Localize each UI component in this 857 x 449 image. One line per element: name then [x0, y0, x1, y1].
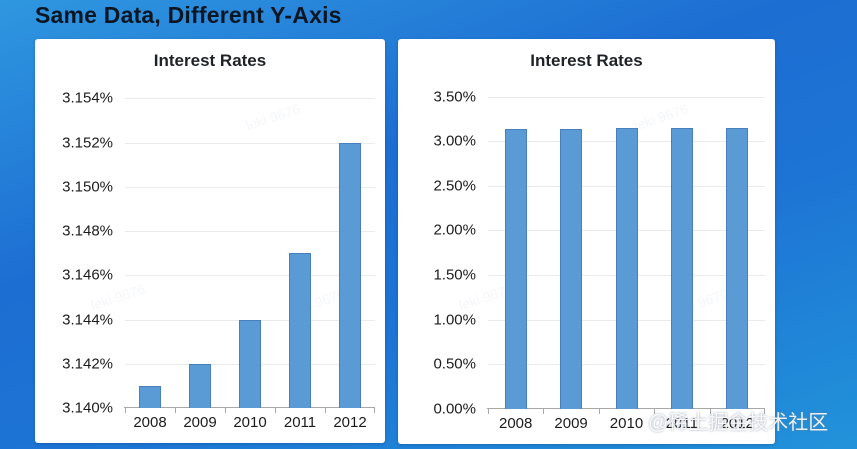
x-axis-tick [175, 408, 176, 413]
x-axis-tick [654, 409, 656, 414]
bar-2010 [615, 128, 638, 409]
gridline [125, 98, 375, 100]
chart-title: Interest Rates [530, 51, 643, 70]
y-tick-label: 3.50% [433, 88, 476, 106]
y-tick-label: 0.00% [433, 400, 476, 418]
x-axis-tick [709, 409, 711, 414]
x-axis-tick [598, 409, 600, 414]
y-tick-label: 3.00% [433, 132, 476, 150]
bar-2008 [504, 128, 527, 409]
x-axis-tick [488, 409, 489, 414]
gridline [125, 142, 375, 144]
y-tick-label: 3.150% [62, 178, 113, 196]
x-tick-label: 2010 [233, 414, 267, 431]
left-chart-panel: Interest Rates leki 9676 leki 9676 leki … [35, 39, 385, 443]
y-tick-label: 3.142% [62, 355, 113, 373]
x-axis-tick [764, 409, 765, 414]
bar-2011 [289, 253, 311, 408]
gridline [488, 96, 765, 98]
x-axis-tick [125, 408, 126, 413]
y-axis-labels: 3.140% 3.142% 3.144% 3.146% 3.148% 3.150% 3.15… [35, 85, 117, 417]
community-watermark: @稀土掘金技术社区 [648, 412, 829, 434]
y-tick-label: 2.00% [433, 221, 476, 239]
y-tick-label: 2.50% [433, 177, 476, 195]
x-axis-tick [275, 408, 276, 413]
bar-2008 [139, 385, 161, 408]
x-tick-label: 2012 [333, 414, 367, 431]
x-tick-label: 2012 [720, 415, 754, 432]
y-tick-label: 0.50% [433, 355, 476, 373]
bar-2012 [726, 127, 749, 409]
y-tick-label: 3.154% [62, 89, 113, 107]
x-axis-tick [374, 408, 375, 413]
x-tick-label: 2008 [133, 414, 167, 431]
right-chart-panel: Interest Rates leki 9676 leki 9676 leki … [398, 39, 775, 444]
bar-2012 [339, 142, 361, 408]
y-axis-labels: 0.00% 0.50% 1.00% 1.50% 2.00% 2.50% 3.00% 3.50% [398, 85, 480, 417]
y-tick-label: 3.146% [62, 266, 113, 284]
gridline [125, 231, 375, 232]
x-tick-label: 2008 [499, 415, 533, 432]
chart-title: Interest Rates [153, 51, 267, 70]
y-tick-label: 3.140% [62, 399, 113, 417]
y-tick-label: 1.00% [433, 311, 476, 329]
x-tick-label: 2010 [609, 415, 644, 432]
x-axis-labels: 2008 2009 2010 2011 2012 [488, 415, 765, 437]
x-axis-labels: 2008 2009 2010 2011 2012 [125, 414, 375, 436]
gridline [125, 186, 375, 188]
x-tick-label: 2009 [183, 414, 217, 431]
x-tick-label: 2011 [665, 415, 699, 432]
x-tick-label: 2009 [554, 415, 588, 432]
y-tick-label: 3.144% [62, 311, 113, 328]
plot-area [487, 85, 765, 414]
plot-area [124, 85, 375, 413]
gridline [125, 275, 375, 277]
bar-2011 [670, 128, 693, 409]
x-axis-tick [543, 409, 545, 414]
x-axis-tick [325, 408, 326, 413]
page-title: Same Data, Different Y-Axis [35, 2, 342, 28]
y-tick-label: 3.148% [62, 222, 113, 240]
x-axis-tick [225, 408, 226, 413]
bar-2010 [239, 319, 261, 408]
x-tick-label: 2011 [283, 414, 317, 431]
y-tick-label: 1.50% [433, 266, 476, 284]
bar-2009 [189, 363, 211, 408]
y-tick-label: 3.152% [62, 134, 113, 152]
bar-2009 [560, 128, 583, 409]
